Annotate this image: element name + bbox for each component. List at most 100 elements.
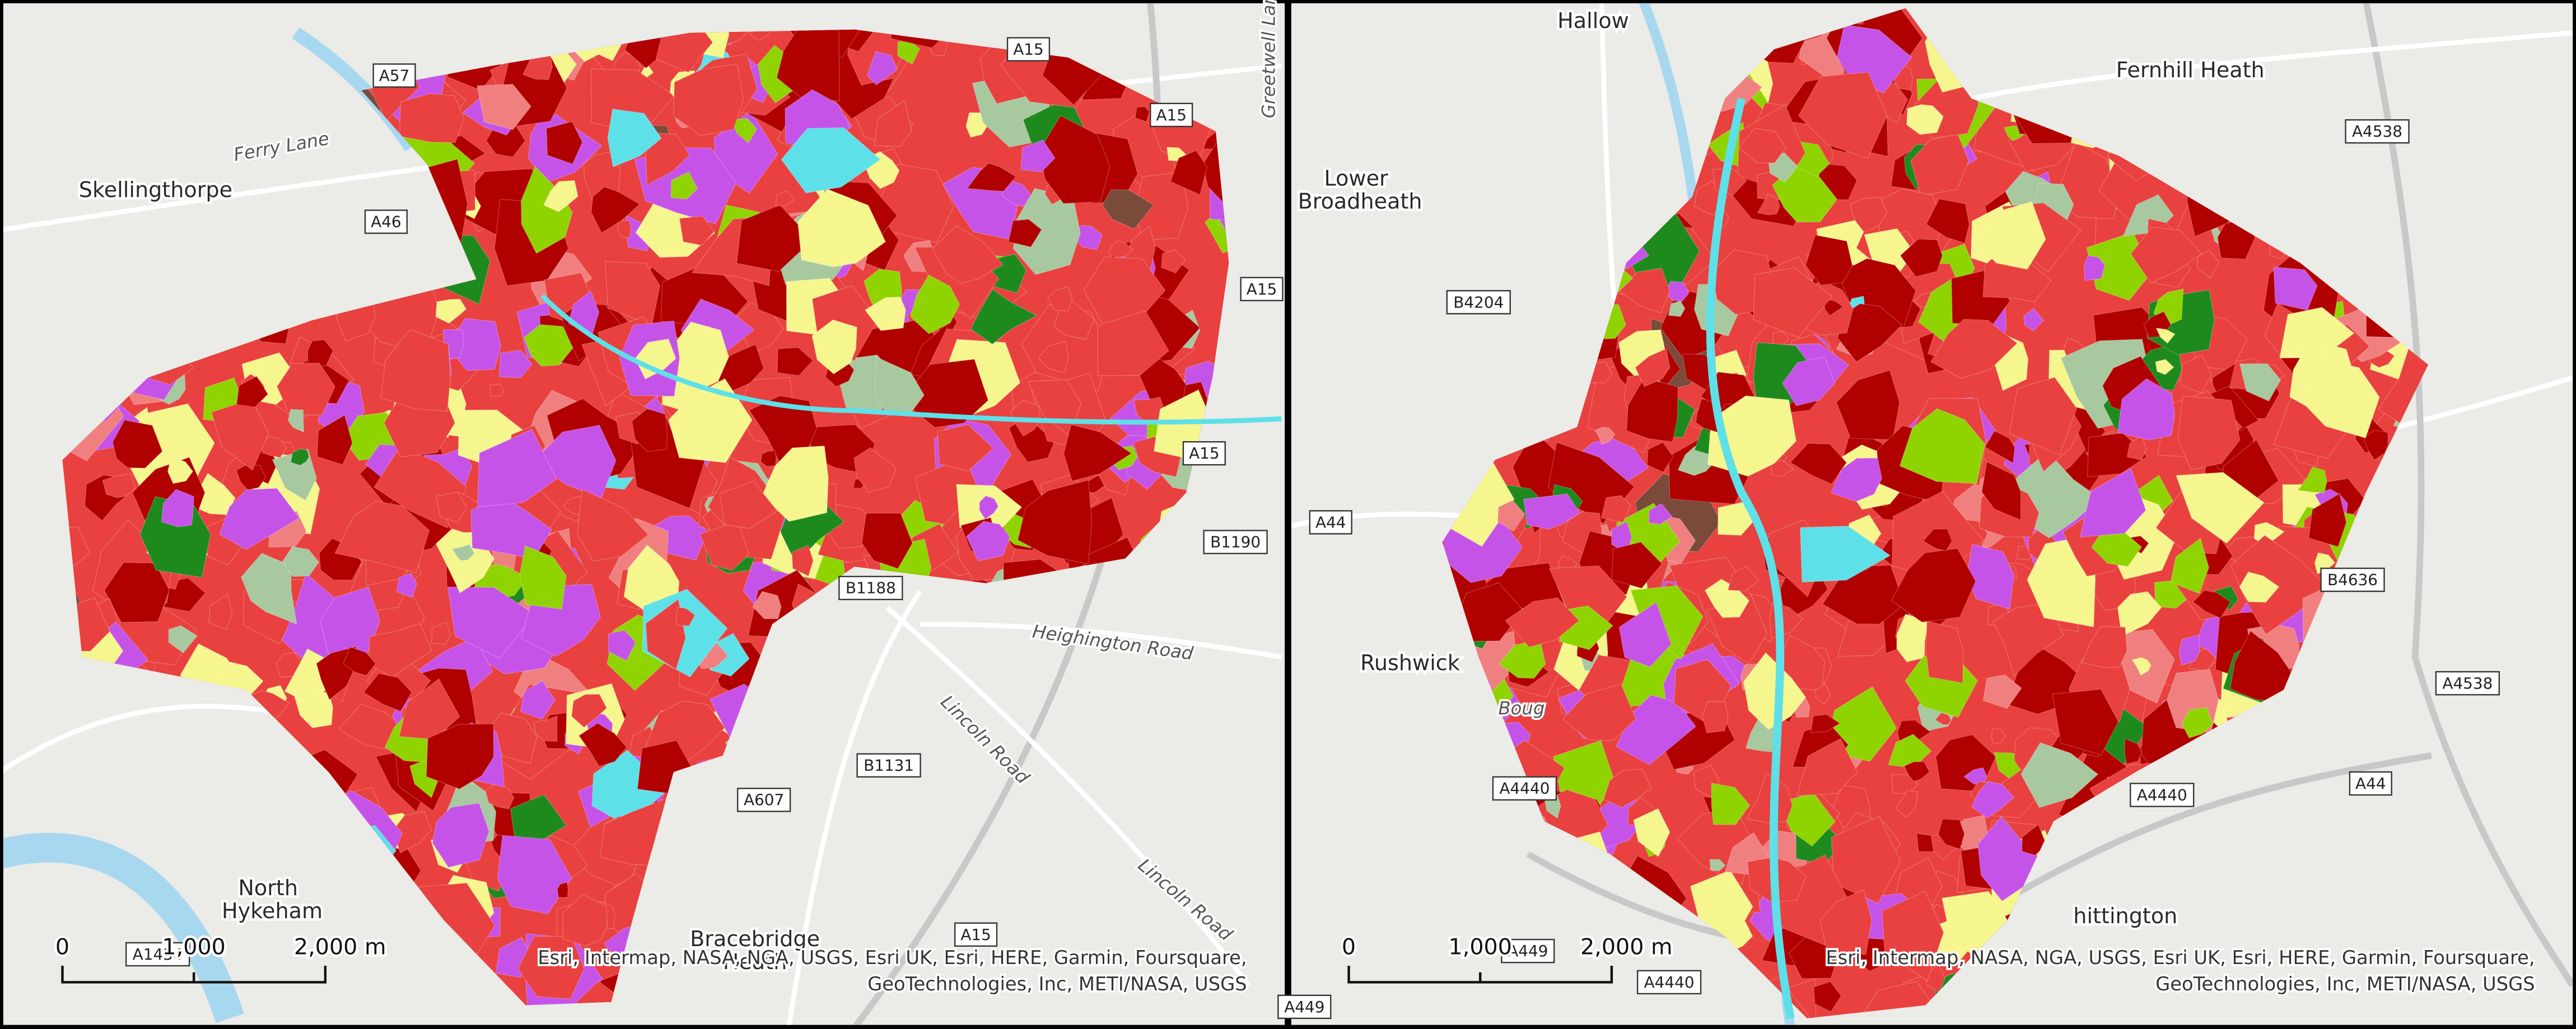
road-shield-label: B1190 <box>1210 533 1261 551</box>
land-parcel <box>368 623 433 678</box>
road-shield <box>1182 441 1226 466</box>
land-parcel <box>1633 808 1670 857</box>
road-shield <box>2345 119 2410 144</box>
land-parcel <box>2176 472 2265 544</box>
land-parcel <box>1930 319 2018 379</box>
road-shields: B4204 A4538 A44 B4636 A4538 A44 A4440 A4440 A444… <box>1277 119 2500 1019</box>
attribution: GeoTechnologies, Inc, METI/NASA, USGS <box>867 973 1247 995</box>
land-parcel <box>1600 495 1631 523</box>
scale-bar-line <box>61 966 327 984</box>
land-parcel <box>2084 255 2106 281</box>
land-parcel <box>1934 712 1952 726</box>
attribution: Esri, Intermap, NASA, NGA, USGS, Esri UK… <box>538 947 1247 969</box>
land-parcel <box>1635 348 1670 387</box>
land-parcel <box>451 544 475 561</box>
water <box>3 832 244 1023</box>
scale-label: 0 <box>1342 934 1356 960</box>
land-parcel <box>1711 783 1751 825</box>
land-parcel <box>1007 219 1042 247</box>
land-parcel <box>2273 266 2318 311</box>
land-parcel <box>1630 585 1704 660</box>
land-parcel <box>139 496 211 578</box>
road-shield-label: A4538 <box>2352 122 2402 141</box>
land-parcel <box>1063 424 1132 482</box>
land-parcel <box>497 835 572 914</box>
road-shield-label: B4636 <box>2327 570 2378 589</box>
land-parcel <box>1830 457 1883 502</box>
land-parcel <box>1984 430 2015 464</box>
land-parcel <box>590 186 641 234</box>
land-parcel <box>1505 597 1580 648</box>
land-parcel <box>2009 377 2078 456</box>
land-parcel <box>645 132 690 186</box>
land-parcel <box>1102 189 1155 230</box>
land-parcel <box>396 573 417 598</box>
land-parcel <box>937 424 994 472</box>
land-parcel <box>1782 356 1836 406</box>
attribution: Esri, Intermap, NASA, NGA, USGS, Esri UK… <box>1826 947 2535 969</box>
land-parcel <box>791 545 814 577</box>
land-parcel <box>2196 250 2220 279</box>
land-parcel <box>1895 790 1918 818</box>
land-parcel <box>2297 466 2327 493</box>
land-parcel <box>719 480 778 529</box>
land-parcel <box>1135 106 1150 123</box>
land-parcel <box>161 489 194 527</box>
land-parcel <box>290 448 310 466</box>
land-parcel <box>2239 363 2281 402</box>
land-parcel <box>2022 824 2047 856</box>
land-parcel <box>307 339 334 369</box>
land-parcel <box>1170 149 1208 195</box>
road-shield-label: A4440 <box>1644 973 1695 991</box>
land-parcel <box>1746 772 1793 824</box>
land-parcel <box>112 419 163 469</box>
land-parcel <box>1982 674 2022 709</box>
land-parcel <box>1690 869 1753 946</box>
land-parcel <box>1772 166 1838 223</box>
land-parcel <box>1899 408 1986 484</box>
land-parcel <box>1815 683 1831 705</box>
road-shield <box>1501 938 1555 963</box>
road-shields: A57 A15 A15 A46 A15 A15 B1190 B1131 A607 A15 A1434… <box>125 37 1284 967</box>
land-parcel <box>867 51 898 86</box>
land-parcel <box>219 488 300 550</box>
land-parcel <box>1020 139 1056 172</box>
land-parcel <box>605 261 661 326</box>
land-parcel <box>1497 499 1525 532</box>
land-parcel <box>1047 286 1073 311</box>
land-parcel <box>477 83 531 130</box>
road-shield <box>125 942 190 967</box>
land-parcel <box>316 414 353 465</box>
land-parcel <box>2180 354 2212 394</box>
land-parcel <box>1753 267 1833 338</box>
place-label: Hallow <box>1557 8 1629 33</box>
road-shield <box>1492 776 1557 801</box>
land-parcel <box>1743 652 1807 730</box>
land-parcel <box>1562 683 1637 741</box>
place-label: Skellingthorpe <box>79 177 232 202</box>
road-shield <box>1240 277 1284 302</box>
land-parcel <box>320 586 381 656</box>
land-parcel <box>287 409 305 433</box>
land-parcel <box>2020 742 2099 808</box>
road-shield-label: A15 <box>1189 444 1220 462</box>
land-parcel <box>797 188 886 268</box>
road-shield <box>737 788 791 812</box>
road-shield-label: A44 <box>2355 774 2386 793</box>
land-parcel <box>2082 626 2127 668</box>
land-parcel <box>1900 238 1943 278</box>
land-parcel <box>1810 714 1841 733</box>
land-parcel <box>2177 395 2241 470</box>
road-shield-label: A15 <box>960 925 991 944</box>
land-parcel <box>811 319 857 375</box>
land-parcel <box>533 715 558 742</box>
land-parcel <box>1205 189 1229 254</box>
land-parcel <box>282 546 320 577</box>
land-parcel <box>777 347 814 376</box>
land-parcel <box>431 621 451 646</box>
land-parcel <box>1618 268 1670 314</box>
land-parcel <box>736 204 813 272</box>
land-parcel <box>2052 689 2119 756</box>
road <box>920 621 1282 660</box>
